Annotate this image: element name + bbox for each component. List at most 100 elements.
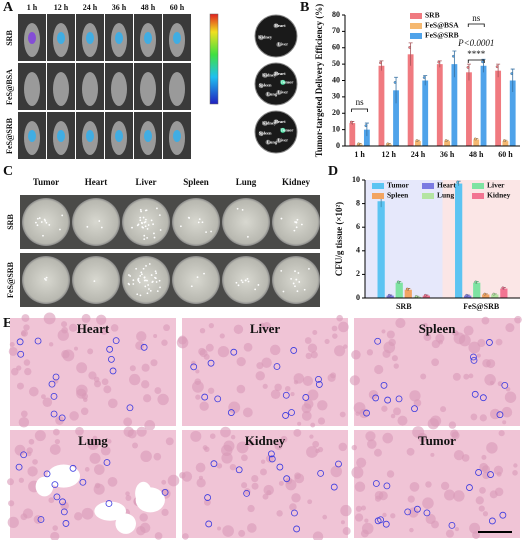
colony <box>150 219 153 222</box>
dot <box>387 293 391 297</box>
marker <box>382 520 390 528</box>
marker <box>20 451 28 459</box>
cell <box>453 490 465 502</box>
cell <box>361 505 366 511</box>
colony <box>135 267 138 270</box>
colony <box>143 238 146 241</box>
cell <box>243 342 253 352</box>
organ-label: Kidney <box>262 120 277 125</box>
cell <box>24 367 32 376</box>
cell <box>423 333 432 341</box>
marker <box>404 508 412 516</box>
colony <box>152 223 154 226</box>
dot <box>396 280 400 284</box>
marker <box>411 405 418 413</box>
cell <box>472 531 480 539</box>
organ-label: Tumor <box>280 79 293 84</box>
time-label: 60 h <box>170 3 185 12</box>
cell <box>343 344 348 349</box>
marker <box>207 359 215 367</box>
marker <box>15 463 23 471</box>
marker <box>471 390 479 398</box>
cell <box>154 387 162 395</box>
organ <box>258 35 264 41</box>
colony <box>93 280 96 283</box>
cell <box>367 439 377 449</box>
marker <box>282 391 290 399</box>
cell <box>374 495 382 502</box>
marker <box>243 489 251 497</box>
cell <box>207 387 215 394</box>
dot <box>349 120 353 124</box>
cell <box>26 451 32 457</box>
bar <box>455 183 463 298</box>
marker <box>363 409 370 417</box>
cell <box>417 432 428 443</box>
row-label: FeS@SRB <box>6 261 15 298</box>
marker <box>288 409 295 416</box>
marker <box>48 380 56 388</box>
colony <box>201 221 204 224</box>
marker <box>268 455 276 463</box>
cell <box>236 356 246 367</box>
cell <box>468 373 474 379</box>
organ <box>258 131 264 137</box>
cell <box>74 346 79 351</box>
marker <box>317 469 325 477</box>
signal <box>28 32 36 44</box>
colony <box>142 216 145 219</box>
dot <box>452 54 455 58</box>
colony <box>98 220 101 222</box>
cell <box>494 487 504 497</box>
cell <box>327 373 336 382</box>
marker <box>201 393 209 401</box>
cell <box>14 444 26 456</box>
cell <box>266 490 272 496</box>
colony <box>139 208 142 211</box>
bar <box>415 141 421 146</box>
dot <box>437 60 441 64</box>
colony <box>139 274 142 277</box>
cell <box>409 481 420 492</box>
colony <box>190 285 193 288</box>
marker <box>126 404 134 412</box>
cell <box>233 324 244 335</box>
cell <box>28 386 39 397</box>
cell <box>141 363 150 372</box>
cell <box>262 493 269 500</box>
annotation: ns <box>356 97 365 107</box>
time-label: 1 h <box>27 3 38 12</box>
colony <box>142 267 145 270</box>
organ-label: Liver <box>278 90 289 95</box>
cell <box>479 414 487 422</box>
bar <box>509 80 516 146</box>
cell <box>48 497 55 504</box>
cell <box>310 351 318 359</box>
marker <box>372 394 380 402</box>
colony <box>129 275 132 277</box>
cell <box>274 442 283 450</box>
cell <box>443 489 455 501</box>
cell <box>430 415 442 427</box>
cell <box>513 463 518 468</box>
marker <box>59 498 66 506</box>
cell <box>431 358 440 367</box>
cell <box>393 407 401 416</box>
cell <box>101 378 109 386</box>
organ-label: Spleen <box>259 83 272 88</box>
marker <box>106 345 114 353</box>
dot <box>501 286 505 290</box>
bar <box>451 64 458 146</box>
legend-label: Lung <box>437 191 454 200</box>
marker <box>315 381 323 388</box>
cell <box>312 330 318 335</box>
marker <box>267 450 275 458</box>
colony <box>158 214 161 216</box>
cell <box>351 444 357 451</box>
marker <box>499 511 507 519</box>
cell <box>430 452 435 457</box>
marker <box>374 337 382 345</box>
cell <box>482 511 489 517</box>
cell <box>8 500 15 507</box>
marker <box>374 517 382 525</box>
